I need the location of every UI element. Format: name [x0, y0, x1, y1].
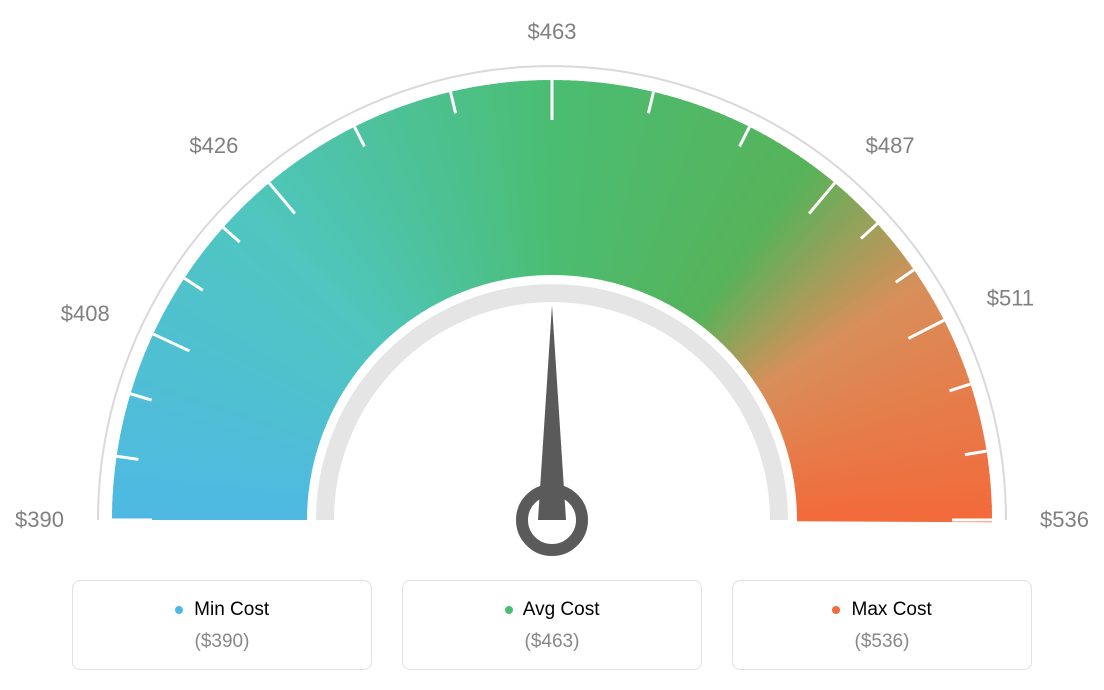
- legend-card-max: Max Cost ($536): [732, 580, 1032, 670]
- chart-container: $390 $408 $426 $463 $487 $511 $536 Min Cost ($…: [0, 0, 1104, 690]
- legend-max-value: ($536): [733, 631, 1031, 653]
- gauge-tick-label: $536: [1040, 507, 1089, 532]
- legend-min-label-wrap: Min Cost: [73, 599, 371, 621]
- legend-avg-value: ($463): [403, 631, 701, 653]
- legend-max-dot: [832, 606, 840, 614]
- legend-avg-label-wrap: Avg Cost: [403, 599, 701, 621]
- legend-card-avg: Avg Cost ($463): [402, 580, 702, 670]
- legend-max-label-wrap: Max Cost: [733, 599, 1031, 621]
- gauge-tick-label: $487: [866, 133, 915, 158]
- gauge-tick-label: $511: [987, 285, 1034, 310]
- legend-row: Min Cost ($390) Avg Cost ($463) Max Cost…: [0, 580, 1104, 670]
- gauge-chart: $390 $408 $426 $463 $487 $511 $536: [0, 0, 1104, 560]
- legend-max-label: Max Cost: [852, 599, 932, 620]
- gauge-tick-label: $426: [189, 133, 238, 158]
- legend-avg-label: Avg Cost: [523, 599, 600, 620]
- gauge-svg: $390 $408 $426 $463 $487 $511 $536: [0, 0, 1104, 560]
- gauge-tick-label: $408: [61, 301, 110, 326]
- legend-min-value: ($390): [73, 631, 371, 653]
- legend-min-dot: [175, 606, 183, 614]
- gauge-tick-label: $463: [528, 19, 577, 44]
- legend-min-label: Min Cost: [194, 599, 269, 620]
- legend-card-min: Min Cost ($390): [72, 580, 372, 670]
- gauge-tick-label: $390: [15, 507, 64, 532]
- legend-avg-dot: [505, 606, 513, 614]
